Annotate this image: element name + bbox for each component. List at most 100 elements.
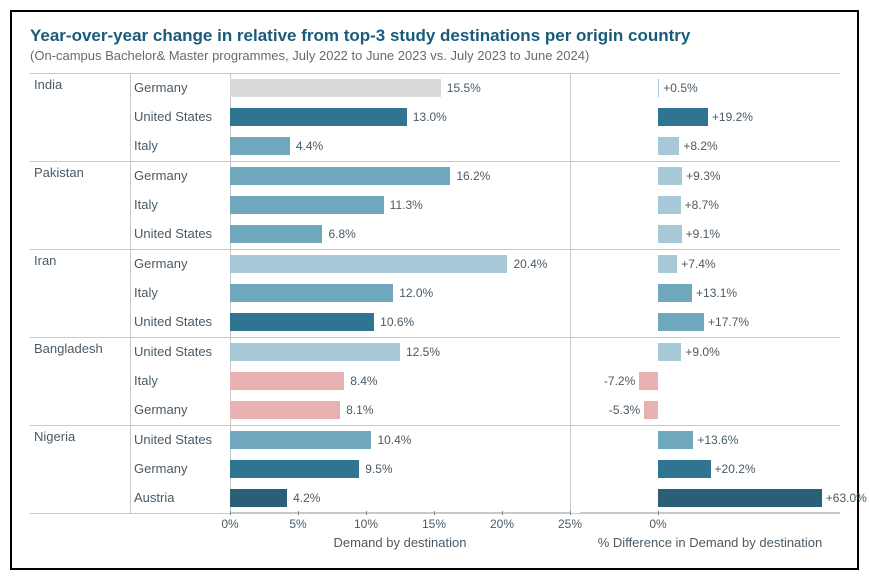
demand-value-label: 12.0% [399,286,433,300]
diff-bar [658,489,822,507]
demand-bar [230,431,371,449]
x-tick-label: 0% [221,517,238,531]
destination-label: United States [134,226,228,241]
destination-label: Italy [134,373,228,388]
x-tick-label: 15% [422,517,446,531]
x-tick-label: 0% [649,517,666,531]
group-separator [30,249,840,250]
demand-bar [230,313,374,331]
demand-bar [230,489,287,507]
diff-bar [658,225,682,243]
demand-bar [230,167,450,185]
demand-bar [230,255,507,273]
left-axis-title: Demand by destination [230,535,570,550]
demand-value-label: 9.5% [365,462,392,476]
origin-label: India [30,73,128,92]
demand-bar [230,108,407,126]
right-axis-title: % Difference in Demand by destination [580,535,840,550]
group-separator [30,337,840,338]
tick-mark [434,511,435,515]
demand-value-label: 8.4% [350,374,377,388]
destination-label: Italy [134,285,228,300]
diff-value-label: +8.2% [683,139,717,153]
diff-value-label: +9.1% [686,227,720,241]
demand-bar [230,225,322,243]
group-separator [30,425,840,426]
demand-value-label: 8.1% [346,403,373,417]
destination-label: Italy [134,197,228,212]
diff-value-label: +19.2% [712,110,753,124]
demand-bar [230,460,359,478]
diff-bar [658,431,693,449]
x-tick-label: 5% [289,517,306,531]
destination-label: Germany [134,402,228,417]
diff-bar [639,372,658,390]
diff-bar [658,460,711,478]
demand-value-label: 13.0% [413,110,447,124]
demand-bar [230,284,393,302]
destination-label: Austria [134,490,228,505]
diff-bar [658,108,708,126]
chart-title: Year-over-year change in relative from t… [30,26,839,46]
diff-value-label: +0.5% [663,81,697,95]
origin-label: Iran [30,249,128,268]
origin-label: Nigeria [30,425,128,444]
diff-value-label: +9.3% [686,169,720,183]
demand-bar [230,79,441,97]
diff-value-label: +13.6% [697,433,738,447]
demand-value-label: 11.3% [390,198,423,212]
diff-bar [658,255,677,273]
x-tick-label: 20% [490,517,514,531]
chart-area: IndiaGermany15.5%+0.5%United States13.0%… [30,73,840,553]
diff-bar [658,79,659,97]
x-tick-label: 10% [354,517,378,531]
demand-value-label: 4.2% [293,491,320,505]
diff-bar [658,313,704,331]
demand-bar [230,401,340,419]
destination-label: United States [134,314,228,329]
demand-bar [230,372,344,390]
origin-label: Pakistan [30,161,128,180]
group-separator [30,161,840,162]
diff-value-label: +13.1% [696,286,737,300]
destination-label: Italy [134,138,228,153]
demand-value-label: 16.2% [456,169,490,183]
destination-label: United States [134,109,228,124]
group-separator [30,73,840,74]
destination-label: Germany [134,256,228,271]
demand-value-label: 4.4% [296,139,323,153]
diff-value-label: -5.3% [609,403,640,417]
column-separator [570,73,571,513]
tick-mark [502,511,503,515]
group-separator [30,513,840,514]
destination-label: Germany [134,80,228,95]
diff-bar [658,196,681,214]
destination-label: United States [134,432,228,447]
column-separator [130,73,131,513]
demand-value-label: 10.4% [377,433,411,447]
demand-value-label: 20.4% [513,257,547,271]
diff-bar [644,401,658,419]
diff-bar [658,137,679,155]
tick-mark [366,511,367,515]
chart-frame: Year-over-year change in relative from t… [10,10,859,570]
diff-bar [658,284,692,302]
diff-value-label: +9.0% [685,345,719,359]
chart-subtitle: (On-campus Bachelor& Master programmes, … [30,48,839,63]
diff-bar [658,167,682,185]
diff-value-label: +7.4% [681,257,715,271]
demand-value-label: 12.5% [406,345,440,359]
tick-mark [658,511,659,515]
tick-mark [298,511,299,515]
demand-value-label: 6.8% [328,227,355,241]
diff-bar [658,343,681,361]
diff-value-label: +20.2% [715,462,756,476]
x-tick-label: 25% [558,517,582,531]
demand-bar [230,137,290,155]
demand-value-label: 10.6% [380,315,414,329]
origin-label: Bangladesh [30,337,128,356]
destination-label: Germany [134,461,228,476]
diff-value-label: +63.0% [826,491,867,505]
demand-bar [230,343,400,361]
destination-label: Germany [134,168,228,183]
